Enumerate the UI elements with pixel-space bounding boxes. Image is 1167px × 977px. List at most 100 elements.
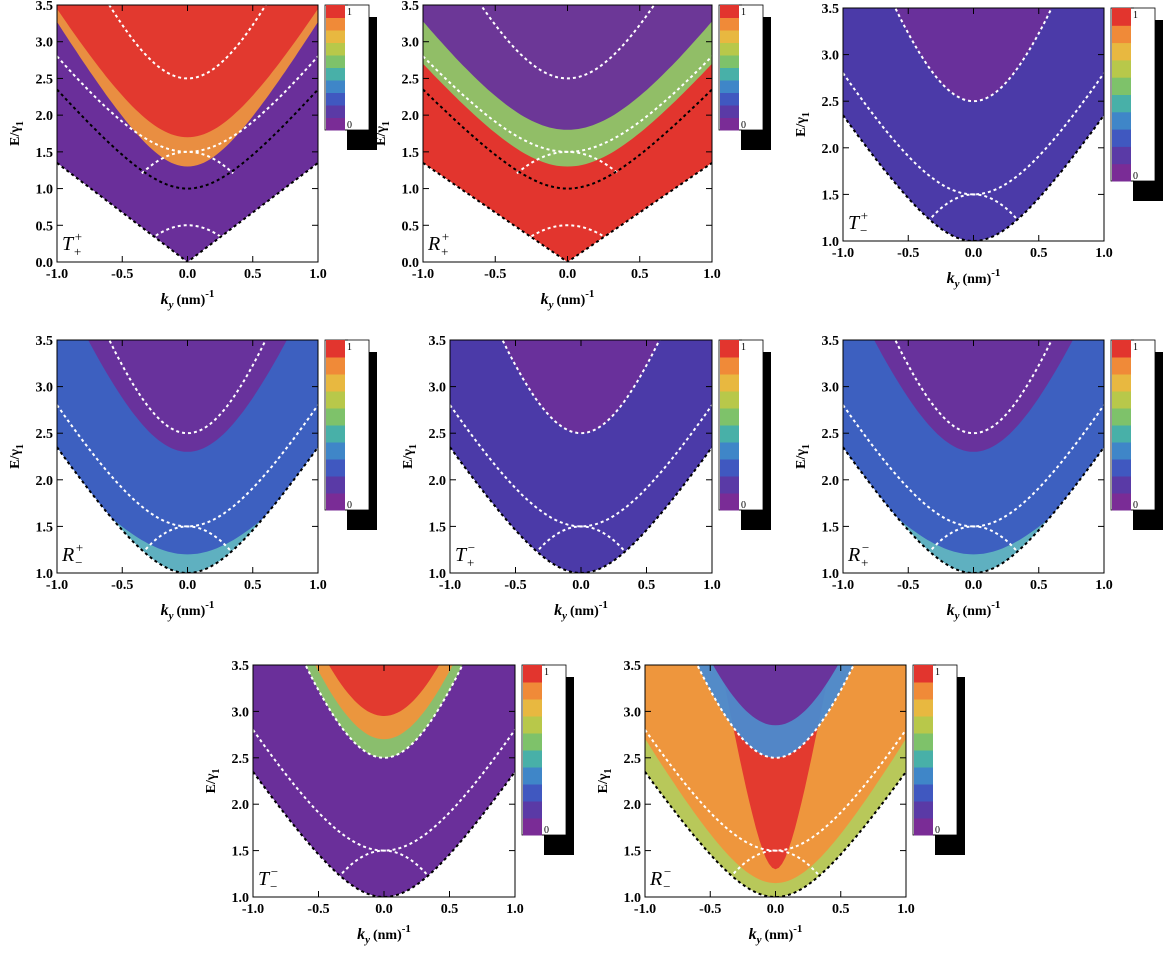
x-tick-label: 1.0: [1095, 578, 1113, 593]
colorbar-step: [326, 459, 345, 477]
colorbar-step: [523, 682, 542, 700]
colorbar-step: [720, 357, 739, 375]
x-tick-label: 0.0: [572, 578, 590, 593]
y-axis-label: E/γ1: [794, 112, 812, 137]
x-label-sup: -1: [205, 599, 214, 611]
x-tick-label: 0.0: [767, 902, 785, 917]
y-tick-label: 1.5: [232, 845, 250, 860]
x-tick-label: 0.5: [1030, 578, 1048, 593]
x-tick-label: -0.5: [504, 578, 526, 593]
guide-curve: [843, 72, 1104, 196]
x-tick-label: -0.5: [111, 267, 133, 282]
colorbar-step: [720, 425, 739, 443]
plot-area: [843, 340, 1104, 573]
colorbar-tick-label: 1: [347, 7, 352, 18]
y-tick-label: 1.5: [402, 146, 420, 161]
y-tick-label: 1.0: [624, 891, 642, 906]
y-tick-label: 3.0: [822, 49, 840, 64]
panel-label: T+−: [455, 540, 476, 570]
colorbar-step: [523, 784, 542, 802]
colorbar-step: [1112, 146, 1131, 165]
y-label-var: E/γ: [204, 773, 219, 793]
panel-label-text: T: [455, 544, 468, 566]
panel-label-sub: −: [859, 223, 868, 238]
colorbar-step: [1112, 408, 1131, 426]
colorbar-step: [1112, 493, 1131, 511]
x-tick-label: -0.5: [897, 578, 919, 593]
x-tick-label: -1.0: [832, 246, 854, 261]
x-axis-label: ky (nm)-1: [541, 288, 595, 311]
x-tick-label: 0.5: [1030, 246, 1048, 261]
panel-label-text: R: [847, 544, 860, 566]
colorbar-step: [720, 493, 739, 511]
x-tick-label: -1.0: [832, 578, 854, 593]
panel-label-sub: +: [860, 555, 869, 570]
colorbar-step: [720, 117, 739, 131]
y-tick-label: 0.5: [402, 219, 420, 234]
x-axis-label: ky (nm)-1: [161, 599, 215, 622]
y-axis-label: E/γ1: [596, 769, 614, 794]
colorbar-step: [326, 442, 345, 460]
panel-label-text: T: [62, 233, 75, 255]
x-label-sub: y: [167, 610, 174, 622]
colorbar-step: [720, 5, 739, 18]
colorbar-step: [523, 750, 542, 768]
density-region: [450, 340, 712, 573]
x-axis-label: ky (nm)-1: [357, 923, 411, 946]
density-band: [645, 665, 906, 726]
density-fill: [843, 8, 1104, 241]
x-tick-label: 1.0: [703, 578, 721, 593]
x-label-unit: (nm): [556, 293, 585, 308]
colorbar-step: [326, 42, 345, 56]
y-tick-label: 1.5: [624, 845, 642, 860]
panel-label-sup: −: [663, 864, 672, 879]
panel-label-sub: +: [466, 555, 475, 570]
x-tick-label: -1.0: [634, 902, 656, 917]
colorbar-tick-label: 0: [1133, 500, 1138, 511]
panel-label: R−−: [649, 864, 672, 894]
colorbar-step: [720, 92, 739, 106]
colorbar-step: [326, 408, 345, 426]
x-axis-label: ky (nm)-1: [161, 288, 215, 311]
panel-label: R−+: [61, 540, 84, 570]
y-tick-label: 3.0: [232, 705, 250, 720]
colorbar-step: [720, 476, 739, 494]
y-label-var: E/γ: [374, 126, 389, 146]
colorbar-step: [326, 92, 345, 106]
panel-label-sup: −: [861, 540, 870, 555]
colorbar-step: [1112, 476, 1131, 494]
x-axis-label: ky (nm)-1: [749, 923, 803, 946]
y-tick-label: 3.0: [36, 36, 54, 51]
guide-curve: [645, 729, 906, 852]
y-axis-label: E/γ1: [8, 121, 26, 146]
colorbar-step: [1112, 340, 1131, 358]
x-label-sup: -1: [991, 599, 1000, 611]
panel-label: T−+: [848, 208, 869, 238]
x-label-sup: -1: [991, 267, 1000, 279]
plot-area: [57, 5, 318, 262]
x-tick-label: 0.0: [375, 902, 393, 917]
y-axis-label: E/γ1: [8, 444, 26, 469]
colorbar-step: [1112, 163, 1131, 182]
panel: -1.0 -0.5 0.0 0.5 1.0 1.0 1.5 2.0 2.5 3.0 3.5 ky (nm…: [794, 2, 1163, 290]
panel-label-sup: +: [860, 208, 869, 223]
x-axis-label: ky (nm)-1: [554, 599, 608, 622]
colorbar-tick-label: 0: [1133, 171, 1138, 182]
panel: -1.0 -0.5 0.0 0.5 1.0 0.0 0.5 1.0 1.5 2.0 2.5 3.0 3.…: [374, 0, 771, 311]
guide-curve: [450, 404, 712, 528]
x-label-sub: y: [363, 934, 370, 946]
panel-label-sup: −: [467, 540, 476, 555]
guide-curve: [57, 88, 318, 190]
y-tick-label: 2.5: [624, 752, 642, 767]
guide-curve: [729, 849, 822, 879]
y-tick-label: 0.0: [402, 256, 420, 271]
y-tick-label: 2.5: [36, 72, 54, 87]
colorbar-step: [326, 425, 345, 443]
y-tick-label: 2.0: [822, 142, 840, 157]
y-axis-label: E/γ1: [401, 444, 419, 469]
x-label-var: k: [161, 291, 169, 308]
x-tick-label: 0.0: [179, 578, 197, 593]
x-tick-label: 1.0: [703, 267, 721, 282]
x-label-var: k: [541, 291, 549, 308]
y-tick-label: 1.5: [822, 188, 840, 203]
